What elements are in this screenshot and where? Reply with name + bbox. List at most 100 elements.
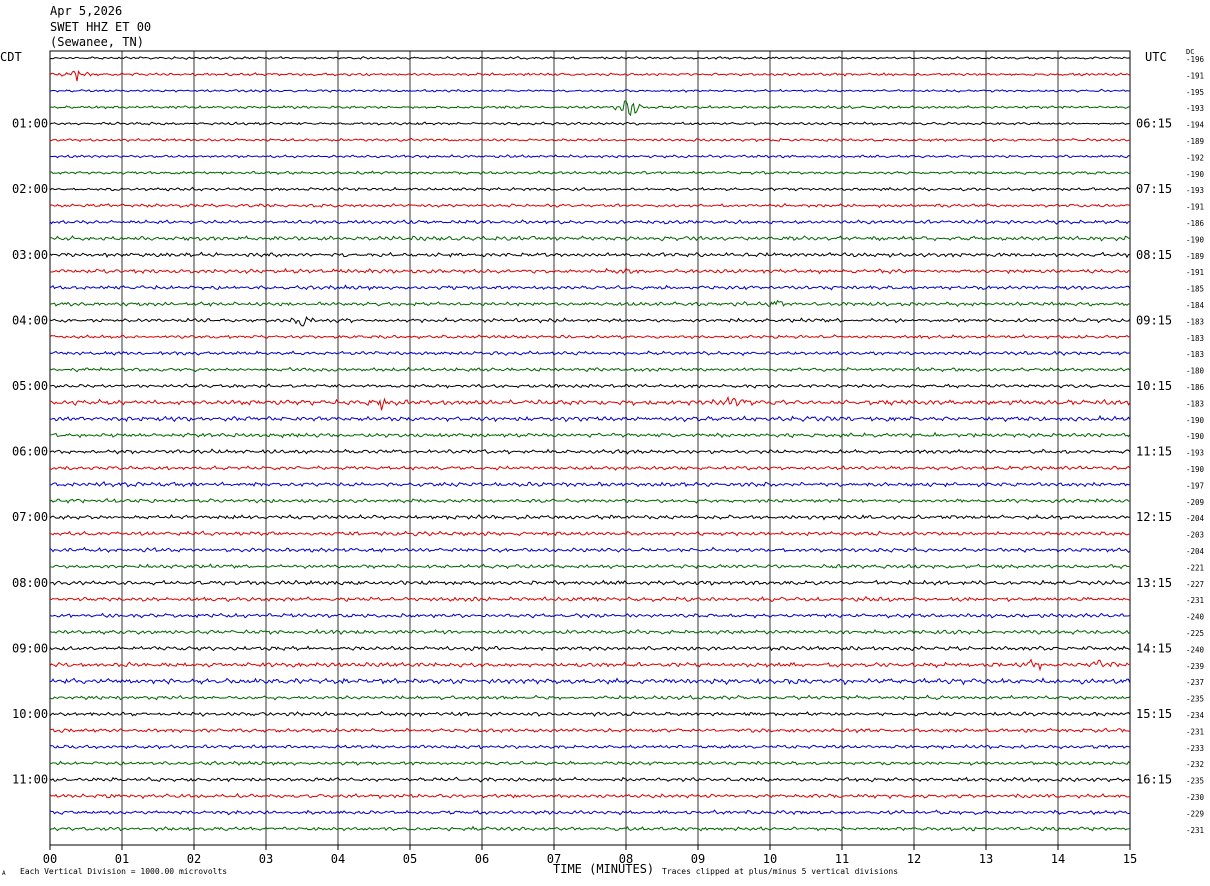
seismic-trace-row [49, 202, 1131, 209]
dc-offset-label: -235 [1186, 695, 1204, 704]
x-tick-label: 08 [619, 852, 633, 866]
dc-offset-label: -186 [1186, 219, 1205, 228]
dc-offset-label: -190 [1186, 465, 1205, 474]
seismic-trace-row [49, 825, 1131, 832]
dc-offset-label: -190 [1186, 432, 1205, 441]
seismic-trace-row [49, 137, 1131, 143]
dc-offset-label: -193 [1186, 186, 1204, 195]
seismic-trace-row [49, 792, 1131, 800]
station-name: SWET HHZ ET 00 [50, 20, 152, 34]
seismic-trace-row [49, 645, 1131, 652]
dc-offset-label: -232 [1186, 760, 1204, 769]
utc-hour-label: 08:15 [1136, 248, 1172, 262]
scale-note: Each Vertical Division = 1000.00 microvo… [20, 867, 228, 876]
dc-offset-label: -185 [1186, 285, 1204, 294]
x-tick-label: 05 [403, 852, 417, 866]
seismic-trace-row [49, 694, 1131, 701]
dc-offset-label: -227 [1186, 580, 1204, 589]
seismic-trace-row [49, 480, 1131, 488]
dc-label: DC [1186, 48, 1195, 56]
dc-offset-label: -189 [1186, 252, 1204, 261]
dc-offset-label: -195 [1186, 88, 1204, 97]
dc-offset-label: -192 [1186, 153, 1204, 162]
x-tick-label: 11 [835, 852, 849, 866]
seismic-trace-row [49, 612, 1131, 619]
seismic-trace-row [49, 498, 1131, 504]
dc-offset-label: -221 [1186, 563, 1204, 572]
cdt-hour-label: 04:00 [12, 313, 48, 327]
seismic-trace-row [49, 744, 1131, 750]
seismic-trace-row [49, 267, 1131, 275]
dc-offset-label: -197 [1186, 481, 1204, 490]
seismic-trace-row [49, 677, 1131, 686]
utc-hour-label: 15:15 [1136, 707, 1172, 721]
seismic-trace-row [49, 186, 1131, 192]
seismic-trace-row [49, 170, 1131, 176]
dc-offset-label: -203 [1186, 531, 1204, 540]
x-axis-label: TIME (MINUTES) [553, 862, 655, 876]
dc-offset-label: -239 [1186, 662, 1204, 671]
dc-offset-label: -204 [1186, 514, 1205, 523]
dc-offset-label: -204 [1186, 547, 1205, 556]
utc-hour-label: 10:15 [1136, 379, 1172, 393]
dc-offset-label: -183 [1186, 334, 1204, 343]
utc-hour-label: 14:15 [1136, 641, 1172, 655]
x-tick-label: 04 [331, 852, 345, 866]
dc-offset-label: -235 [1186, 777, 1204, 786]
dc-offset-label: -233 [1186, 744, 1204, 753]
seismic-trace-row [49, 366, 1131, 373]
seismic-trace-row [49, 316, 1131, 327]
x-tick-label: 02 [187, 852, 201, 866]
corner-mark: A [2, 870, 6, 877]
seismic-trace-row [49, 251, 1131, 259]
dc-offset-label: -183 [1186, 350, 1204, 359]
cdt-hour-label: 11:00 [12, 773, 48, 787]
seismic-trace-row [49, 334, 1131, 340]
utc-hour-label: 09:15 [1136, 313, 1172, 327]
x-tick-label: 03 [259, 852, 273, 866]
dc-offset-label: -234 [1186, 711, 1205, 720]
dc-offset-label: -180 [1186, 367, 1205, 376]
seismic-trace-row [49, 284, 1131, 291]
seismic-trace-row [49, 383, 1131, 389]
dc-offset-label: -186 [1186, 383, 1205, 392]
seismic-trace-row [49, 88, 1131, 93]
dc-offset-label: -237 [1186, 678, 1204, 687]
dc-offset-label: -194 [1186, 121, 1205, 130]
x-tick-label: 06 [475, 852, 489, 866]
x-tick-label: 13 [979, 852, 993, 866]
utc-hour-label: 11:15 [1136, 445, 1172, 459]
dc-offset-label: -183 [1186, 317, 1204, 326]
x-tick-label: 15 [1123, 852, 1137, 866]
station-location: (Sewanee, TN) [50, 35, 144, 49]
x-tick-label: 10 [763, 852, 777, 866]
seismic-trace-row [49, 465, 1131, 471]
dc-offset-label: -191 [1186, 71, 1204, 80]
seismic-trace-row [49, 530, 1131, 537]
dc-offset-label: -230 [1186, 793, 1205, 802]
seismic-trace-row [49, 595, 1131, 603]
seismic-trace-row [49, 431, 1131, 439]
dc-offset-label: -184 [1186, 301, 1205, 310]
seismic-trace-row [49, 55, 1131, 60]
seismic-trace-row [49, 546, 1131, 554]
utc-hour-label: 06:15 [1136, 117, 1172, 131]
x-tick-label: 09 [691, 852, 705, 866]
seismic-trace-row [49, 727, 1131, 734]
seismic-trace-row [49, 219, 1131, 225]
plot-frame [49, 50, 1131, 846]
dc-offset-label: -190 [1186, 170, 1205, 179]
seismic-trace-row [49, 579, 1131, 586]
seismic-trace-row [49, 563, 1131, 570]
utc-hour-label: 13:15 [1136, 576, 1172, 590]
x-tick-label: 01 [115, 852, 129, 866]
right-axis-label: UTC [1145, 50, 1167, 64]
cdt-hour-label: 01:00 [12, 117, 48, 131]
dc-offset-label: -193 [1186, 449, 1204, 458]
cdt-hour-label: 07:00 [12, 510, 48, 524]
seismic-trace-row [49, 658, 1131, 672]
cdt-hour-label: 05:00 [12, 379, 48, 393]
dc-offset-label: -193 [1186, 104, 1204, 113]
clip-note: Traces clipped at plus/minus 5 vertical … [662, 867, 899, 876]
